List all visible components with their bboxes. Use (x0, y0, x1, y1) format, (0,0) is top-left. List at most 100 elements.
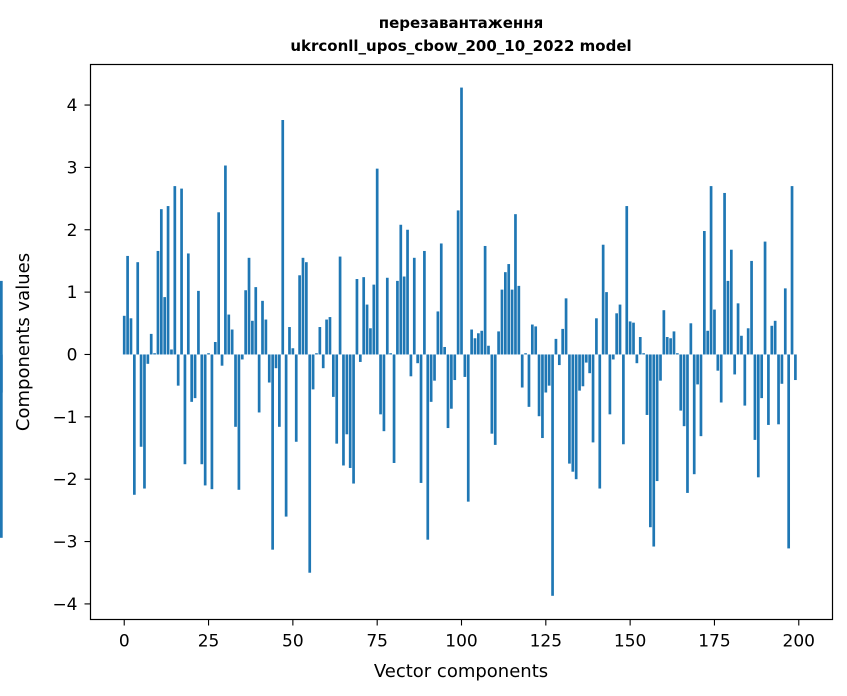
y-tick-label: 0 (67, 345, 78, 365)
bar (298, 275, 301, 355)
bar (719, 354, 723, 403)
bar (240, 354, 244, 360)
bar (133, 354, 136, 495)
bar (369, 328, 372, 355)
bar (0, 354, 3, 538)
bar (433, 354, 436, 381)
y-tick-label: −3 (52, 533, 77, 553)
bar (227, 314, 231, 355)
bar (190, 354, 194, 402)
bar (497, 331, 500, 355)
bar (170, 349, 173, 355)
bar (0, 280, 3, 355)
bar (463, 354, 467, 377)
bar (672, 331, 676, 355)
bar (126, 255, 129, 355)
bar (571, 354, 575, 472)
bar (453, 354, 457, 381)
bar (200, 354, 204, 465)
bar (396, 280, 399, 355)
bar (490, 354, 494, 434)
bar (247, 257, 251, 355)
ticks-layer: 0 25 50 75 100 125 150 175 200 −4 −3 −2 −1 0 1 2 3 4 (52, 96, 815, 651)
bar (635, 354, 639, 364)
bar (750, 260, 753, 355)
bar (551, 354, 554, 596)
bar (622, 354, 625, 445)
bar (564, 298, 568, 355)
bar (530, 324, 534, 355)
bar (611, 354, 615, 360)
x-tick-label: 100 (445, 632, 477, 652)
bar (470, 329, 473, 355)
bar (308, 354, 312, 573)
bar (763, 241, 767, 355)
bar (409, 354, 413, 377)
bar (375, 168, 379, 355)
bar (699, 354, 703, 437)
y-tick-label: 1 (67, 283, 78, 303)
bar (156, 250, 160, 355)
bar (321, 354, 325, 369)
bar (389, 353, 393, 355)
bar (534, 326, 538, 355)
bar (446, 354, 450, 429)
bar (477, 333, 480, 355)
bar (628, 321, 632, 355)
bar (767, 354, 770, 425)
bar (136, 262, 140, 355)
bar (166, 206, 170, 355)
bar (649, 354, 652, 528)
bar (186, 253, 190, 355)
bar (689, 323, 693, 355)
x-tick-label: 50 (282, 632, 304, 652)
bar (544, 354, 548, 393)
bar (358, 354, 362, 362)
bar (379, 354, 382, 415)
bar (790, 186, 794, 355)
bar (439, 243, 443, 355)
bar (524, 353, 527, 355)
bar (331, 354, 335, 397)
bar (355, 279, 359, 355)
bar (729, 249, 733, 355)
bar (318, 327, 322, 355)
bar (665, 337, 669, 355)
bar (264, 319, 268, 355)
bar (372, 284, 376, 355)
bar (251, 320, 254, 355)
bar (311, 354, 315, 390)
bar (487, 345, 490, 355)
bar (659, 354, 662, 381)
bar (780, 354, 784, 384)
y-tick-label: −1 (52, 408, 77, 428)
bar (278, 354, 281, 427)
chart-title-line-1: перезавантаження (379, 14, 544, 32)
bar (146, 354, 150, 364)
bar (655, 354, 659, 482)
y-tick-label: 4 (67, 96, 78, 116)
bar (480, 330, 484, 355)
bar (588, 354, 592, 374)
bar (153, 353, 156, 355)
y-tick-label: −2 (52, 470, 77, 490)
bar (547, 354, 551, 386)
bar (207, 353, 210, 355)
bar (591, 354, 595, 443)
bar (443, 346, 446, 355)
bar (642, 353, 645, 355)
bar (159, 209, 163, 355)
bar (507, 264, 511, 355)
bar (568, 354, 571, 464)
bar (213, 342, 217, 355)
bar (645, 354, 649, 415)
bar (143, 354, 146, 489)
bar (770, 325, 774, 355)
bar (787, 354, 791, 549)
x-tick-label: 200 (783, 632, 815, 652)
bar (473, 338, 477, 355)
bar (527, 354, 531, 407)
bar (139, 354, 143, 447)
bar (237, 354, 241, 490)
bar (483, 245, 487, 355)
